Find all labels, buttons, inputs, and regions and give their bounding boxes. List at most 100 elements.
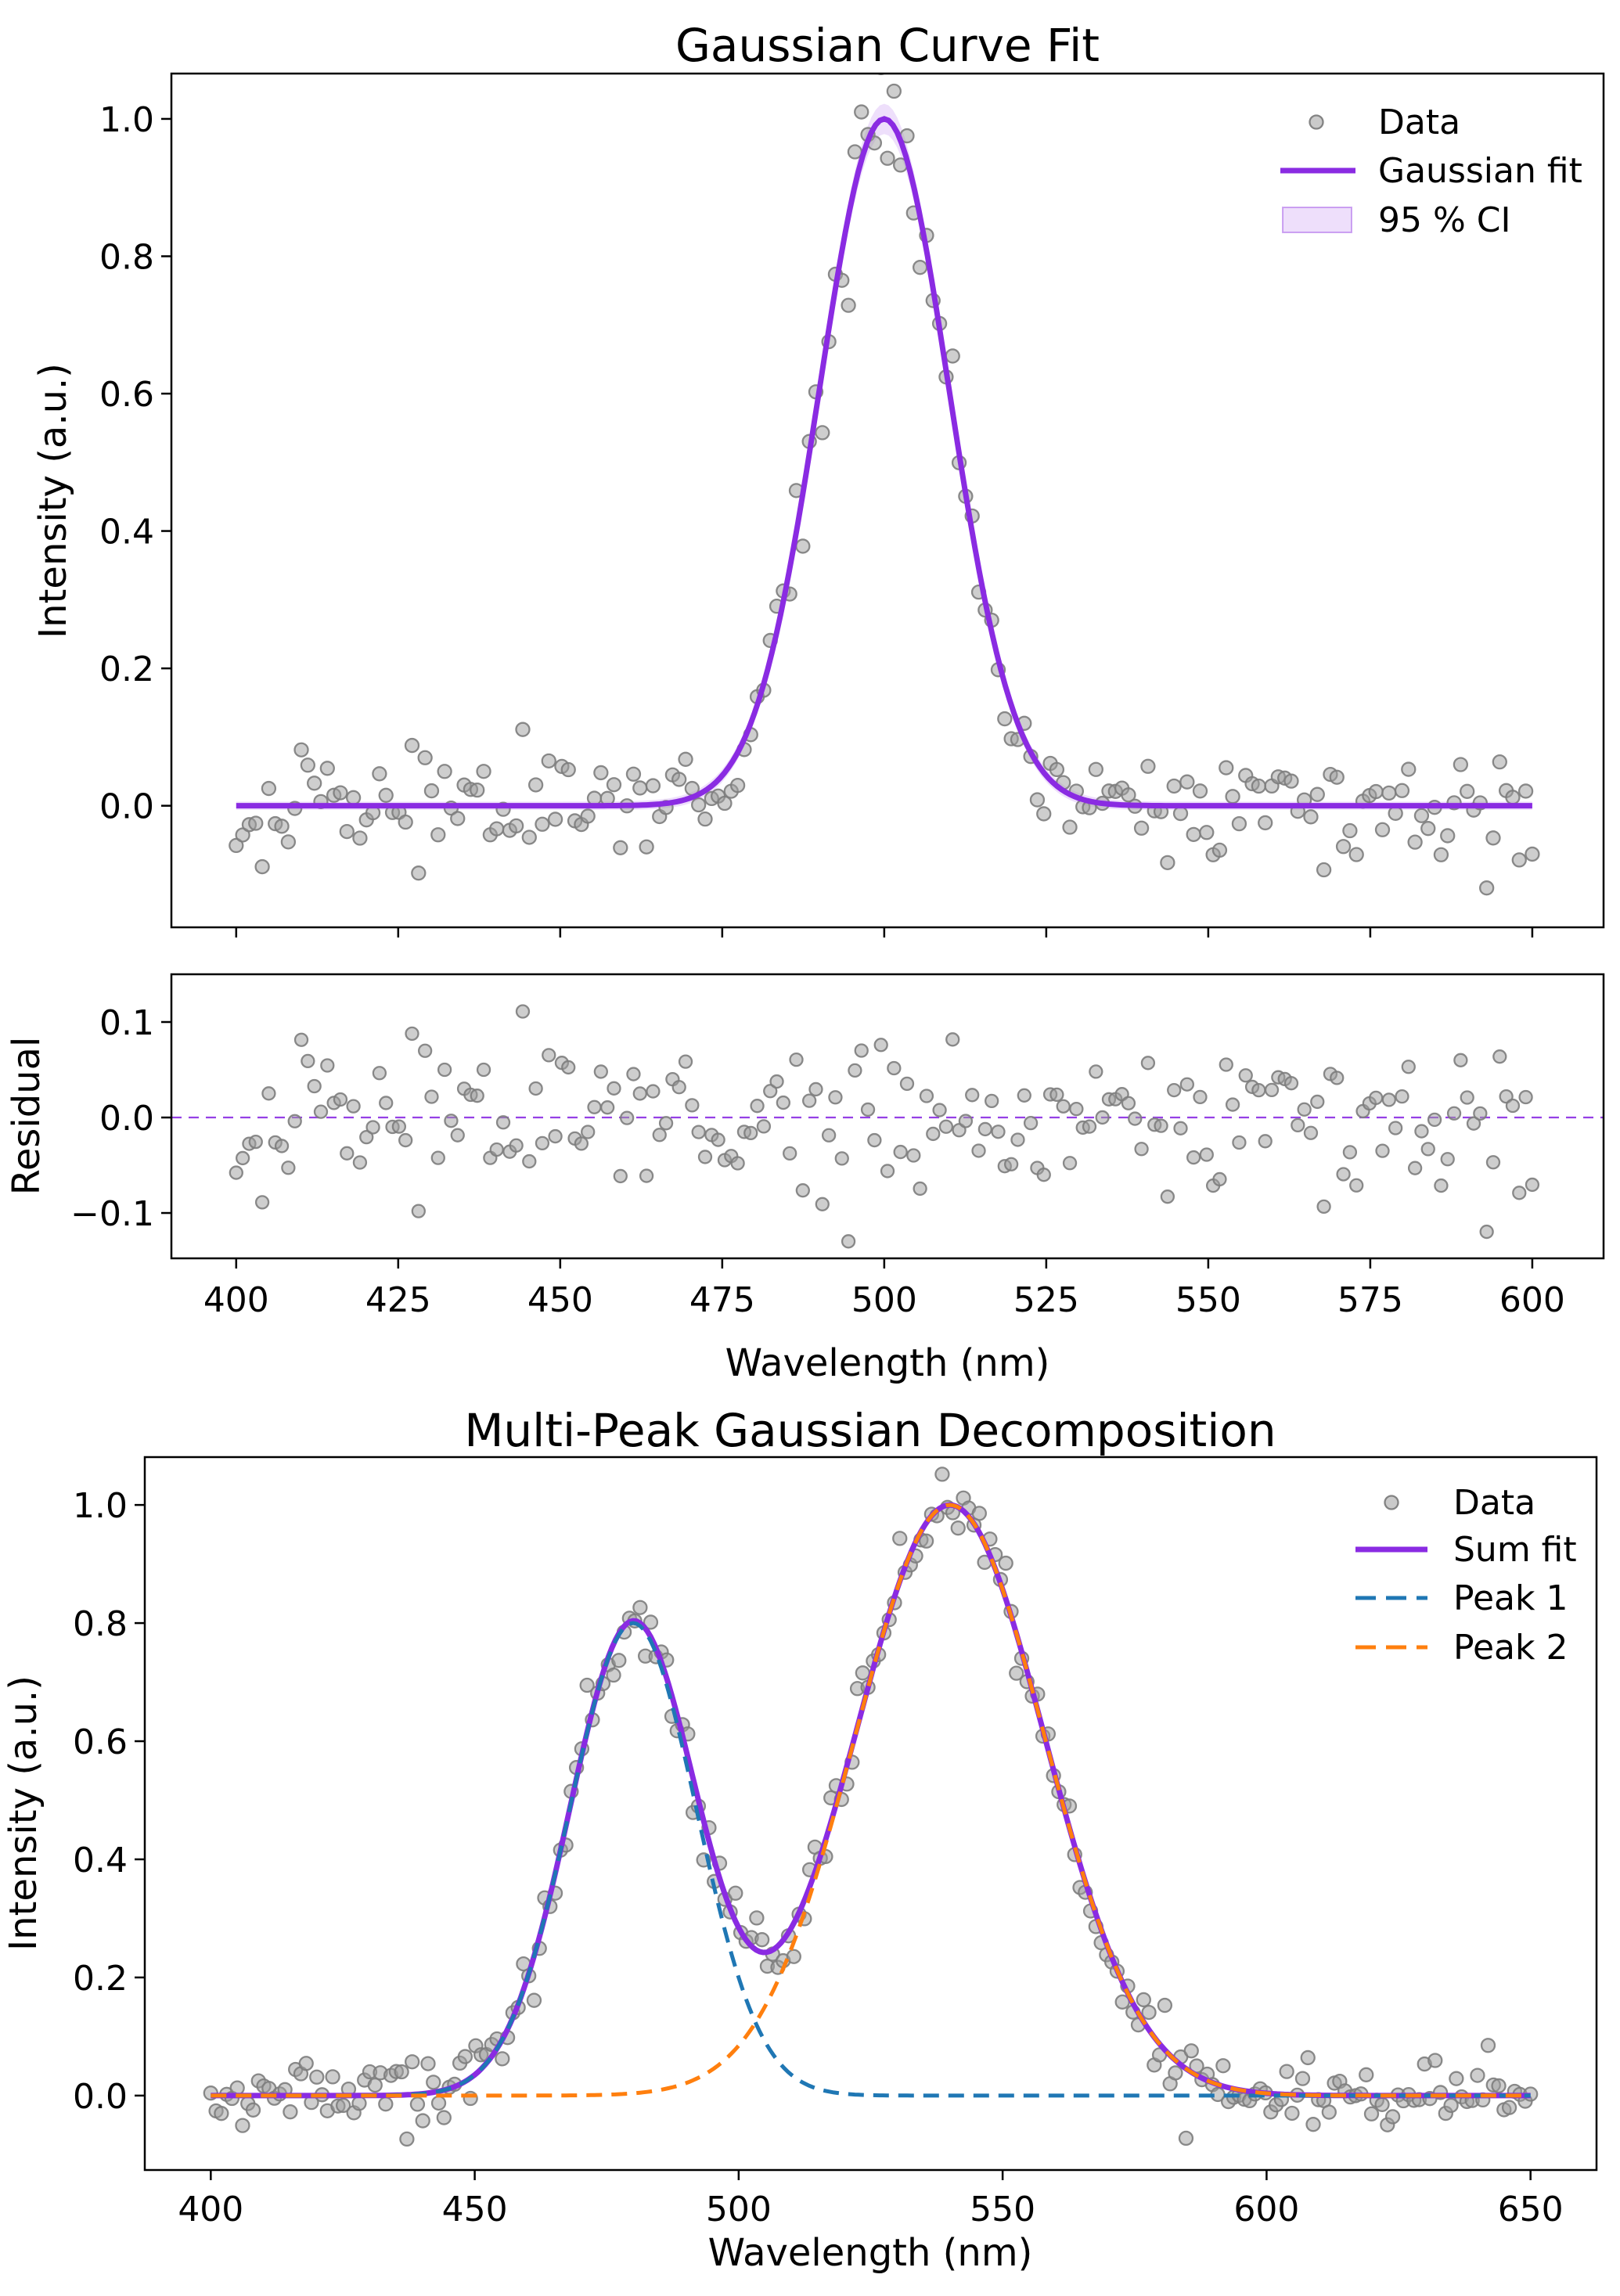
data-point (1294, 2071, 1311, 2086)
data-point (245, 2102, 261, 2118)
data-point (795, 538, 811, 554)
data-point (1427, 1112, 1442, 1127)
data-point (1374, 822, 1391, 837)
data-point (301, 1053, 315, 1069)
data-point (339, 823, 355, 840)
data-point (880, 150, 895, 166)
plot-content (171, 1004, 1604, 1249)
data-point (1440, 828, 1456, 844)
figure-multi-peak-decomposition: 400 450 500 550 600 650 0.0 0.2 0.4 0.6 0.8 1.0 Mul… (2, 1404, 1598, 2275)
data-point (593, 1064, 608, 1079)
data-point (436, 2110, 452, 2125)
data-point (1460, 783, 1475, 799)
legend-label-peak1: Peak 1 (1453, 1578, 1568, 1618)
data-point (815, 1197, 830, 1211)
data-point (1321, 2104, 1337, 2120)
data-point (476, 1062, 491, 1078)
data-point (405, 2054, 420, 2070)
data-point (261, 1086, 276, 1101)
data-point (1173, 1121, 1188, 1135)
axes-frame (170, 72, 1605, 929)
data-point (880, 1164, 895, 1179)
data-point (743, 1125, 758, 1141)
data-point (730, 1156, 745, 1171)
data-point (335, 2097, 351, 2114)
data-point (1134, 1142, 1149, 1157)
y-tick-label: 0.8 (73, 1604, 128, 1644)
data-point (808, 1081, 823, 1097)
data-point (1349, 1178, 1364, 1193)
data-point (1473, 1106, 1488, 1121)
data-point (639, 1168, 654, 1183)
data-point (1460, 1090, 1474, 1105)
data-point (309, 2069, 325, 2085)
data-point (542, 1048, 556, 1063)
data-point (1394, 783, 1410, 798)
data-point (600, 1100, 615, 1115)
data-point (235, 2118, 250, 2133)
data-point (606, 1667, 621, 1683)
data-point (626, 1067, 641, 1081)
data-point (1168, 2065, 1183, 2081)
data-point (632, 1600, 648, 1615)
data-point (613, 1168, 628, 1184)
data-point (1388, 805, 1403, 821)
data-point (632, 1086, 647, 1101)
data-point (430, 1150, 445, 1165)
data-point (1525, 846, 1540, 862)
data-point (1121, 787, 1136, 803)
data-point (509, 818, 524, 834)
data-point (293, 742, 309, 758)
data-point (1088, 761, 1103, 777)
data-point (320, 1058, 335, 1073)
data-point (658, 1116, 674, 1131)
data-point (945, 348, 960, 364)
legend-label-data: Data (1453, 1483, 1535, 1523)
data-point (1140, 1056, 1156, 1071)
data-point (1291, 1117, 1305, 1133)
data-point (298, 2056, 314, 2071)
data-point (643, 1614, 659, 1630)
data-point (950, 1520, 966, 1536)
data-point (934, 1466, 950, 1482)
x-tick-label: 450 (442, 2190, 508, 2229)
data-point (283, 2104, 298, 2120)
data-point (1414, 1124, 1429, 1139)
data-point (391, 1119, 407, 1134)
scatter-points (229, 74, 1540, 896)
data-point (1449, 2071, 1464, 2086)
data-point (892, 1531, 908, 1546)
data-point (763, 1084, 778, 1099)
x-tick-label: 525 (1013, 1280, 1079, 1320)
x-tick-label: 500 (706, 2190, 772, 2229)
data-point (691, 797, 707, 813)
data-point (313, 1104, 329, 1119)
data-point (611, 1653, 627, 1668)
data-point (1300, 2049, 1316, 2066)
axes-frame (170, 973, 1605, 1260)
y-tick-label: 0.8 (99, 237, 154, 277)
data-point (415, 2113, 430, 2129)
data-point (1368, 783, 1384, 800)
data-point (1407, 834, 1423, 850)
data-point (1316, 862, 1332, 878)
legend-label-data: Data (1378, 103, 1460, 142)
data-point (1036, 1168, 1051, 1182)
data-point (1512, 1186, 1527, 1200)
data-point (912, 260, 928, 275)
data-point (1183, 2043, 1199, 2059)
data-point (886, 83, 902, 99)
data-point (547, 812, 563, 827)
data-point (1336, 1167, 1351, 1182)
data-point (750, 1099, 765, 1114)
data-point (932, 1103, 947, 1117)
data-point (541, 753, 556, 768)
data-point (632, 780, 648, 796)
data-point (873, 1038, 888, 1053)
data-point (1433, 847, 1449, 862)
data-point (1453, 757, 1469, 772)
data-point (847, 144, 863, 160)
data-point (254, 858, 270, 875)
data-point (1114, 1994, 1130, 2010)
data-point (1330, 1071, 1345, 1085)
